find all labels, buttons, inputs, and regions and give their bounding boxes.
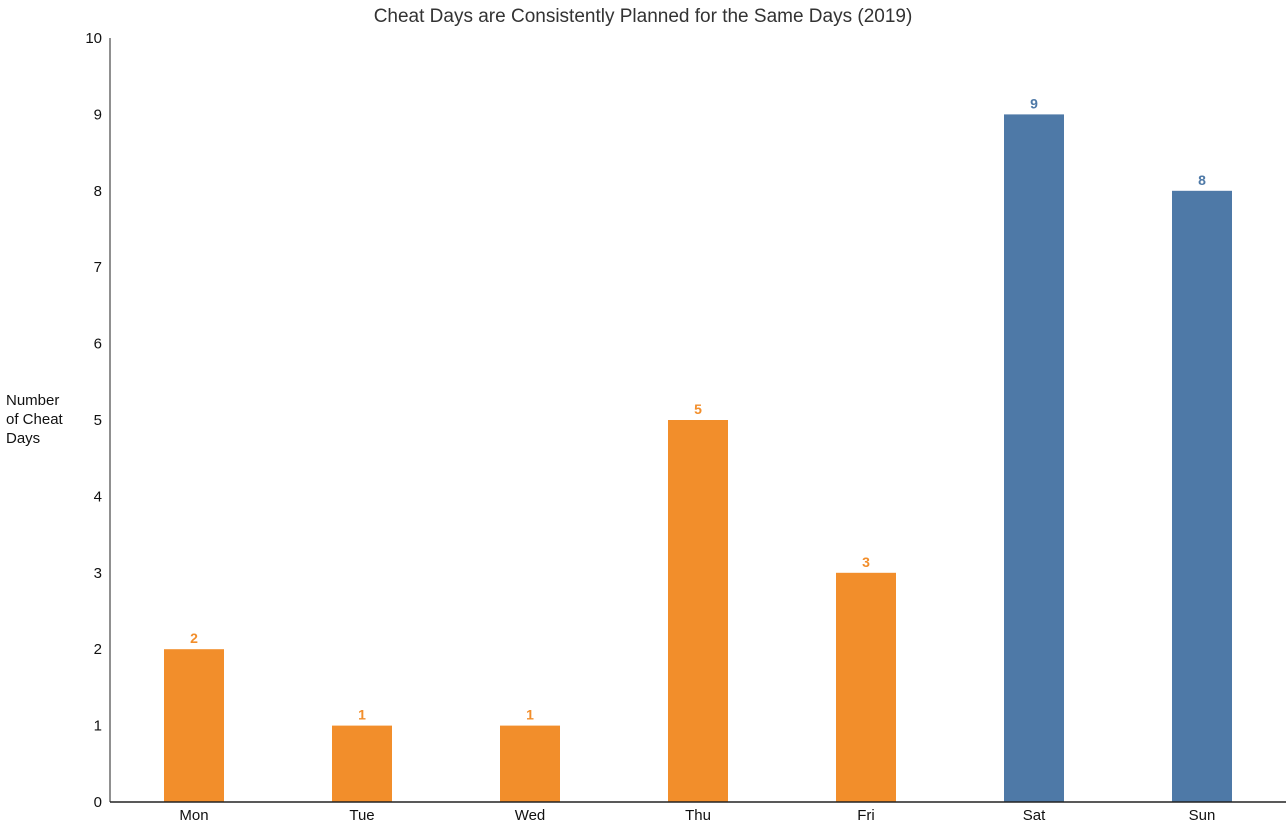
bar-wed — [500, 725, 560, 802]
y-axis-ticks: 0 1 2 3 4 5 6 7 8 9 10 — [85, 30, 102, 811]
y-tick-label: 10 — [85, 30, 102, 47]
x-axis-ticks: Mon Tue Wed Thu Fri Sat Sun — [179, 807, 1215, 824]
x-tick-label-sun: Sun — [1189, 807, 1216, 824]
x-tick-label-wed: Wed — [515, 807, 546, 824]
data-label-sat: 9 — [1030, 95, 1038, 111]
y-axis-label-line: Number — [6, 392, 60, 409]
y-tick-label: 5 — [94, 412, 102, 429]
y-tick-label: 1 — [94, 718, 102, 735]
data-label-mon: 2 — [190, 630, 198, 646]
bar-sat — [1004, 114, 1064, 802]
y-tick-label: 9 — [94, 106, 102, 123]
y-axis-label-line: Days — [6, 430, 41, 447]
x-tick-label-sat: Sat — [1023, 807, 1046, 824]
data-label-fri: 3 — [862, 554, 870, 570]
x-tick-label-fri: Fri — [857, 807, 875, 824]
data-labels: 2 1 1 5 3 9 8 — [190, 95, 1206, 722]
y-tick-label: 4 — [94, 488, 102, 505]
y-axis-label-line: of Cheat — [6, 411, 63, 428]
y-axis-label: Number of Cheat Days — [6, 391, 86, 448]
chart-title: Cheat Days are Consistently Planned for … — [373, 6, 913, 27]
data-label-sun: 8 — [1198, 172, 1206, 188]
bars — [164, 114, 1232, 803]
bar-fri — [836, 572, 896, 802]
y-tick-label: 7 — [94, 259, 102, 276]
y-tick-label: 6 — [94, 336, 102, 353]
y-tick-label: 0 — [94, 794, 102, 811]
bar-mon — [164, 649, 224, 802]
data-label-tue: 1 — [358, 707, 366, 723]
y-tick-label: 2 — [94, 641, 102, 658]
data-label-thu: 5 — [694, 401, 702, 417]
data-label-wed: 1 — [526, 707, 534, 723]
x-tick-label-mon: Mon — [179, 807, 208, 824]
y-tick-label: 3 — [94, 565, 102, 582]
y-tick-label: 8 — [94, 183, 102, 200]
bar-thu — [668, 420, 728, 802]
bar-sun — [1172, 190, 1232, 803]
x-tick-label-thu: Thu — [685, 807, 711, 824]
bar-tue — [332, 725, 392, 802]
x-tick-label-tue: Tue — [349, 807, 374, 824]
